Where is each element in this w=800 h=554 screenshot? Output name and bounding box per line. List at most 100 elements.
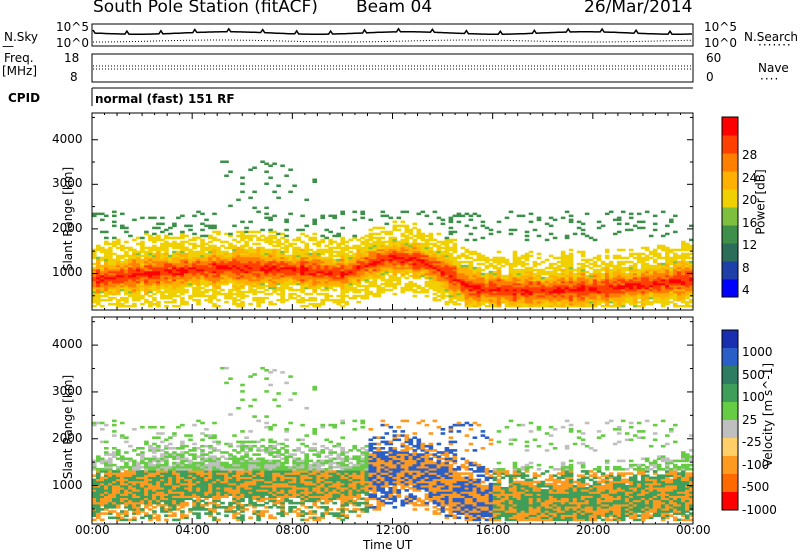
power-cell (524, 278, 530, 282)
power-cell (669, 282, 674, 286)
power-cell (432, 262, 438, 266)
power-cell (96, 276, 101, 280)
power-cell (392, 256, 398, 260)
power-cell (576, 292, 582, 296)
power-cell (168, 278, 173, 282)
power-cell (356, 238, 361, 242)
power-cell (512, 268, 518, 272)
power-cell (592, 298, 598, 302)
velocity-cell (184, 480, 189, 484)
power-cell (388, 258, 394, 262)
power-cell (328, 270, 333, 274)
power-cell (452, 250, 458, 254)
power-cell (644, 280, 650, 284)
power-cell (544, 276, 550, 280)
power-cell (132, 274, 137, 278)
power-cell (144, 292, 149, 296)
power-cell (628, 288, 634, 292)
power-cell (600, 276, 606, 280)
power-cell (244, 252, 249, 256)
power-cell (624, 300, 630, 304)
power-cell (532, 260, 538, 264)
power-cell (412, 270, 418, 274)
velocity-cell (212, 489, 217, 492)
power-cell (660, 266, 666, 270)
power-cell (416, 250, 422, 254)
power-cell (532, 272, 538, 276)
velocity-cell (140, 425, 145, 429)
velocity-cell (200, 476, 205, 480)
power-cell (660, 298, 666, 302)
power-cell (196, 274, 201, 278)
velocity-cell (132, 463, 137, 467)
power-cell (376, 284, 382, 288)
power-cell (444, 282, 450, 286)
power-cell (608, 294, 614, 298)
power-cell (424, 280, 430, 284)
power-cell (681, 290, 686, 294)
power-cell (220, 252, 225, 256)
power-cell (396, 278, 402, 282)
power-cell (208, 288, 213, 292)
power-cell (132, 302, 137, 306)
power-cell (228, 288, 233, 292)
power-cell (492, 282, 498, 286)
power-cell (180, 236, 185, 240)
power-cell (536, 294, 542, 298)
power-cell (500, 280, 506, 284)
power-cell (452, 278, 458, 282)
power-cell (116, 288, 121, 292)
velocity-cell (140, 476, 145, 480)
power-cell (576, 274, 582, 278)
power-cell (156, 252, 161, 256)
power-cell (240, 250, 245, 254)
power-cell (580, 276, 586, 280)
power-cell (332, 262, 337, 266)
power-cell (492, 266, 498, 270)
power-cell (396, 242, 402, 246)
power-cell (164, 270, 169, 274)
velocity-cell (184, 434, 189, 437)
velocity-cell (168, 506, 173, 509)
power-cell (420, 248, 426, 252)
power-cell (540, 294, 546, 298)
velocity-cell (112, 476, 117, 480)
power-cell (156, 276, 161, 280)
power-cell (348, 274, 353, 278)
freq-panel-frame (91, 53, 694, 83)
power-cell (468, 268, 474, 272)
power-cell (584, 278, 590, 282)
power-cell (380, 240, 386, 244)
power-cell (596, 256, 602, 260)
power-cell (328, 250, 333, 254)
power-cell (284, 238, 289, 242)
power-cell (120, 278, 125, 282)
power-cell (116, 290, 121, 294)
power-cell (376, 236, 382, 240)
power-cell (284, 260, 289, 264)
velocity-cell (188, 449, 193, 452)
power-cell (348, 260, 353, 264)
power-cell (388, 264, 394, 268)
velocity-cell (140, 497, 145, 501)
power-cell (380, 236, 386, 240)
power-cell (500, 292, 506, 296)
power-cell (396, 258, 402, 262)
velocity-cell (148, 489, 153, 492)
power-cell (176, 304, 181, 308)
power-cell (152, 244, 157, 248)
power-cell (564, 260, 570, 264)
velocity-cell (196, 468, 201, 471)
velocity-cell (200, 489, 205, 492)
power-cell (512, 278, 518, 282)
power-cell (264, 262, 269, 266)
power-cell (444, 236, 450, 240)
power-cell (300, 304, 305, 308)
power-cell (200, 248, 205, 252)
power-cell (324, 236, 329, 240)
power-cell (580, 250, 586, 254)
power-cell (456, 298, 462, 302)
velocity-cell (208, 436, 213, 439)
power-cell (508, 264, 514, 268)
velocity-cell (144, 484, 149, 488)
